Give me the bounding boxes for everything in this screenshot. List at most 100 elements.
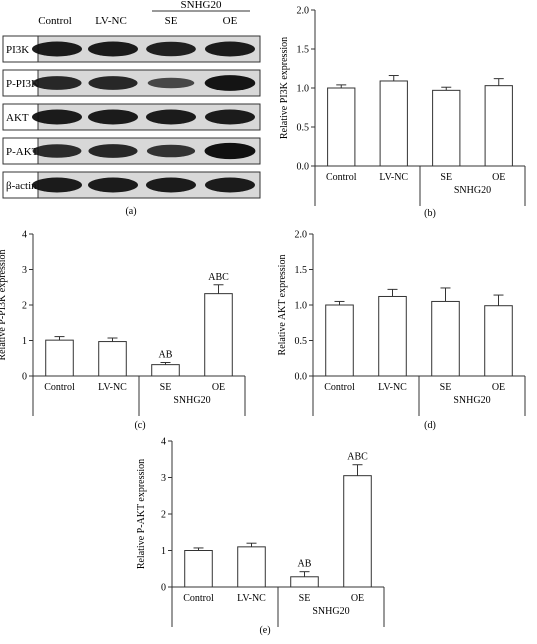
- y-tick-label: 4: [161, 437, 166, 448]
- y-tick-label: 2.0: [297, 6, 310, 17]
- x-tick-label: OE: [492, 382, 505, 393]
- y-tick-label: 0.0: [297, 162, 310, 173]
- y-tick-label: 1.0: [295, 301, 308, 312]
- x-group-label: SNHG20: [453, 395, 490, 406]
- x-tick-label: SE: [440, 172, 452, 183]
- panel-letter-a: (a): [125, 206, 136, 217]
- x-tick-label: SE: [160, 382, 172, 393]
- blot-band: [205, 109, 255, 125]
- y-tick-label: 0.5: [295, 336, 308, 347]
- blot-row-label: AKT: [6, 112, 29, 124]
- x-group-label: SNHG20: [454, 185, 491, 196]
- x-tick-label: SE: [440, 382, 452, 393]
- y-tick-label: 0: [161, 583, 166, 594]
- significance-label: ABC: [208, 272, 229, 283]
- chart-p-akt: 0 1 2 3 4 Relative P-AKT expression Control LV-…: [136, 437, 385, 636]
- blot-group-label: SNHG20: [181, 0, 222, 11]
- blot-row-label: β-actin: [6, 180, 37, 192]
- significance-label: ABC: [347, 452, 368, 463]
- blot-lane-label: OE: [223, 15, 238, 27]
- y-tick-label: 1.5: [297, 45, 310, 56]
- blot-band: [88, 76, 138, 90]
- x-tick-label: LV-NC: [379, 172, 408, 183]
- blot-band: [32, 144, 82, 158]
- blot-band: [88, 109, 138, 125]
- blot-row-label: PI3K: [6, 44, 29, 56]
- x-tick-label: Control: [324, 382, 355, 393]
- bar: [151, 364, 180, 377]
- x-tick-label: OE: [492, 172, 505, 183]
- blot-band: [32, 109, 82, 125]
- bar: [204, 293, 233, 377]
- y-tick-label: 1: [161, 546, 166, 557]
- blot-row-label-box: [2, 69, 39, 97]
- x-tick-label: OE: [212, 382, 225, 393]
- blot-row-label-box: [2, 137, 39, 165]
- x-tick-label: Control: [326, 172, 357, 183]
- bar: [325, 304, 354, 377]
- y-tick-label: 0.5: [297, 123, 310, 134]
- y-axis-title: Relative P-AKT expression: [136, 459, 147, 569]
- y-tick-label: 0: [22, 372, 27, 383]
- x-tick-label: Control: [183, 593, 214, 604]
- bar: [45, 339, 74, 377]
- blot-band: [88, 177, 138, 193]
- y-tick-label: 1.0: [297, 84, 310, 95]
- blot-band: [147, 77, 195, 89]
- y-tick-label: 2: [161, 510, 166, 521]
- chart-akt: 0.0 0.5 1.0 1.5 2.0 Relative AKT expression Co…: [277, 230, 526, 431]
- y-axis-title: Relative AKT expression: [277, 255, 288, 356]
- bar: [379, 80, 408, 167]
- blot-band: [204, 75, 256, 91]
- blot-row-label-box: [2, 171, 39, 199]
- blot-band: [204, 142, 256, 160]
- bar: [432, 89, 461, 167]
- blot-lane-label: LV-NC: [95, 15, 127, 27]
- x-group-label: SNHG20: [312, 606, 349, 617]
- y-tick-label: 1: [22, 336, 27, 347]
- blot-band: [146, 41, 196, 57]
- panel-letter: (c): [134, 420, 145, 431]
- blot-band: [146, 109, 196, 125]
- blot-band: [88, 41, 138, 57]
- y-axis-title: Relative P-PI3K expression: [0, 249, 8, 360]
- blot-row-label: P-PI3K: [6, 78, 39, 90]
- chart-p-pi3k: 0 1 2 3 4 Relative P-PI3K expression Control LV…: [0, 230, 246, 431]
- bar: [484, 85, 513, 167]
- bar: [343, 475, 372, 588]
- blot-band: [205, 177, 255, 193]
- panel-letter: (d): [424, 420, 436, 431]
- x-tick-label: SE: [299, 593, 311, 604]
- blot-lane-label: Control: [38, 15, 72, 27]
- blot-band: [32, 177, 82, 193]
- y-axis-title: Relative PI3K expression: [279, 37, 290, 139]
- panel-letter: (b): [424, 208, 436, 219]
- significance-label: AB: [159, 350, 173, 361]
- y-tick-label: 3: [161, 473, 166, 484]
- blot-row-label-box: [2, 103, 39, 131]
- blot-band: [146, 177, 196, 193]
- x-tick-label: LV-NC: [237, 593, 266, 604]
- bar: [237, 546, 266, 588]
- chart-pi3k: 0.0 0.5 1.0 1.5 2.0 Relative PI3K expression C…: [279, 6, 526, 219]
- blot-band: [32, 41, 82, 57]
- bar: [184, 550, 213, 588]
- panel-letter: (e): [259, 625, 270, 636]
- bar: [327, 87, 356, 167]
- bar: [290, 576, 319, 588]
- x-tick-label: LV-NC: [378, 382, 407, 393]
- bar: [484, 305, 513, 377]
- x-tick-label: Control: [44, 382, 75, 393]
- x-tick-label: OE: [351, 593, 364, 604]
- blot-band: [88, 144, 138, 158]
- x-tick-label: LV-NC: [98, 382, 127, 393]
- x-group-label: SNHG20: [173, 395, 210, 406]
- y-tick-label: 2: [22, 301, 27, 312]
- blot-band: [32, 76, 82, 90]
- bar: [378, 295, 407, 377]
- blot-band: [146, 144, 196, 158]
- bar: [431, 300, 460, 377]
- y-tick-label: 2.0: [295, 230, 308, 241]
- blot-band: [205, 41, 255, 57]
